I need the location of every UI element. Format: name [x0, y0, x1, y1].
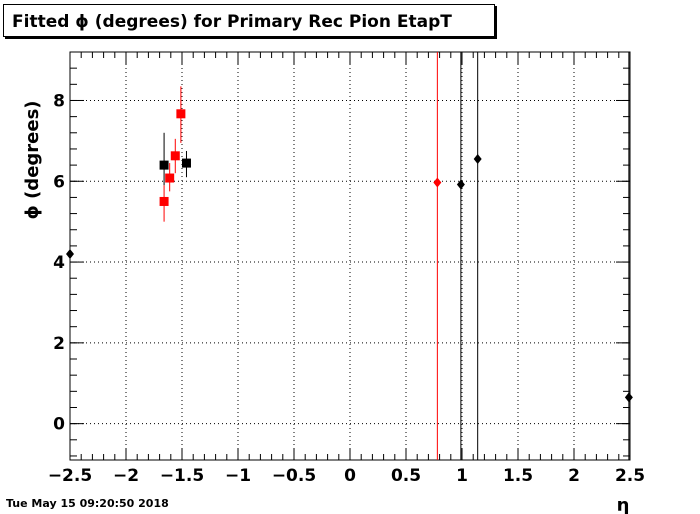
data-point-diamond: [473, 154, 482, 165]
x-tick-label: 2.5: [615, 466, 645, 486]
tick-labels: −2.5 −2 −1.5 −1 −0.5 0 0.5 1 1.5 2 2.5 0 2 4 6 8: [48, 91, 645, 486]
x-tick-label: 2: [568, 466, 580, 486]
data-point-square: [165, 173, 175, 183]
timestamp: Tue May 15 09:20:50 2018: [6, 497, 169, 510]
data-point-diamond: [624, 392, 633, 403]
x-tick-label: −1.5: [160, 466, 204, 486]
x-axis-title: η: [617, 495, 630, 514]
data-point-square: [159, 160, 169, 170]
data-point-square: [176, 109, 186, 119]
y-axis-title: ϕ (degrees): [22, 100, 43, 219]
y-tick-label: 0: [53, 415, 65, 435]
axis-ticks: [69, 51, 631, 460]
data-point-square: [159, 196, 169, 206]
chart-title-box: Fitted ϕ (degrees) for Primary Rec Pion …: [3, 4, 495, 37]
data-point-diamond: [66, 248, 74, 259]
x-tick-label: 0: [344, 466, 356, 486]
data-point-square: [170, 151, 180, 161]
x-tick-label: 1.5: [503, 466, 533, 486]
grid-lines: [70, 52, 630, 460]
x-tick-label: −2: [113, 466, 139, 486]
y-tick-label: 6: [53, 172, 65, 192]
x-tick-label: 0.5: [391, 466, 421, 486]
data-point-diamond: [456, 179, 465, 190]
data-point-diamond: [433, 177, 442, 188]
x-tick-label: 1: [456, 466, 468, 486]
x-tick-label: −2.5: [48, 466, 92, 486]
chart-title: Fitted ϕ (degrees) for Primary Rec Pion …: [12, 12, 452, 32]
data-points: [66, 109, 633, 403]
y-tick-label: 4: [53, 253, 65, 273]
y-tick-label: 2: [53, 334, 65, 354]
y-tick-label: 8: [53, 91, 65, 111]
x-tick-label: −0.5: [272, 466, 316, 486]
error-bars: [163, 52, 630, 460]
x-tick-label: −1: [225, 466, 251, 486]
data-point-square: [181, 158, 191, 168]
